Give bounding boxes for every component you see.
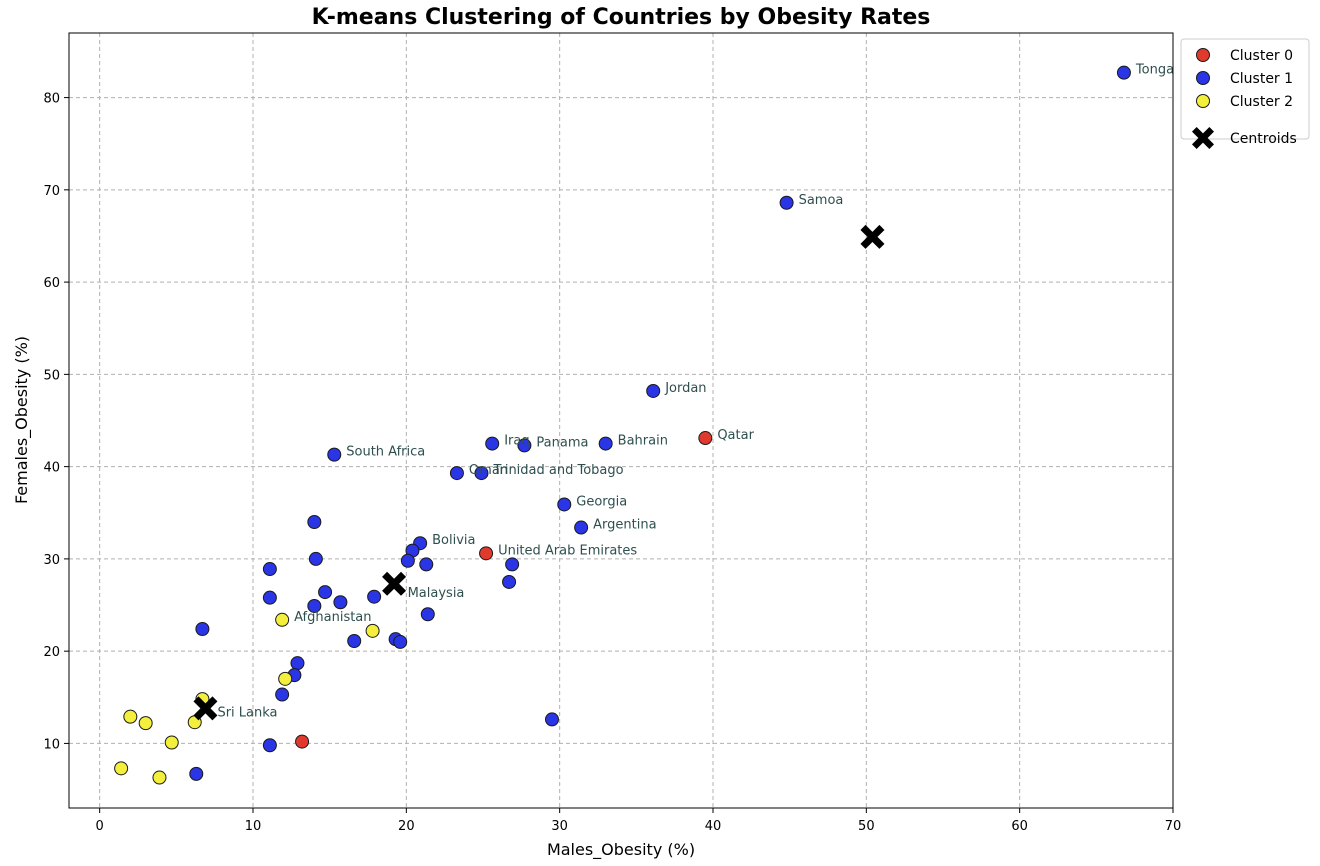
cluster-1-point: [393, 634, 408, 649]
cluster-1-point: [646, 383, 661, 398]
cluster-1-point: [545, 712, 559, 727]
x-tick-label: 30: [551, 819, 568, 834]
legend-label: Cluster 0: [1230, 48, 1293, 64]
x-tick-label: 40: [705, 819, 722, 834]
x-tick-label: 10: [245, 819, 262, 834]
cluster-2-point: [365, 623, 380, 638]
cluster-2-point: [164, 735, 179, 750]
x-tick-label: 20: [398, 819, 415, 834]
cluster-1-point: [1116, 65, 1131, 80]
legend-label: Centroids: [1230, 131, 1297, 147]
x-tick-label: 60: [1011, 819, 1028, 834]
y-tick-label: 40: [43, 461, 60, 476]
cluster-1-point: [347, 634, 362, 649]
cluster-1-point: [367, 589, 382, 604]
cluster-1-point: [262, 562, 277, 577]
cluster-1-point: [333, 595, 348, 610]
country-label: Malaysia: [408, 586, 465, 601]
centroid-marker: [382, 571, 407, 596]
country-label: Oman: [469, 463, 508, 478]
legend-items: Cluster 0 Cluster 1 Cluster 2 Centroids: [1192, 48, 1297, 149]
grid: [69, 33, 1174, 808]
cluster-2-point: [114, 761, 129, 776]
country-label: United Arab Emirates: [498, 543, 637, 558]
country-label: Bahrain: [618, 434, 668, 449]
axis-ticks: 0 10 20 30 40 50 60 70 10 20 30 40 50 60 70 80: [43, 92, 1181, 834]
legend-marker: [1196, 94, 1210, 108]
x-tick-label: 70: [1165, 819, 1182, 834]
country-label: Panama: [536, 435, 588, 450]
cluster-1-point: [195, 622, 210, 637]
legend-marker: [1196, 48, 1210, 62]
y-tick-label: 80: [43, 92, 60, 107]
cluster-1-point: [505, 557, 520, 572]
legend-centroid-marker: [1192, 127, 1214, 149]
cluster-1-point: [502, 574, 517, 589]
cluster-0-point: [698, 431, 713, 446]
legend-marker: [1196, 71, 1210, 85]
cluster-1-point: [318, 585, 333, 600]
y-tick-label: 50: [43, 368, 60, 383]
cluster-2-point: [278, 671, 293, 686]
country-label: Jordan: [664, 381, 706, 396]
country-label: Samoa: [799, 193, 844, 208]
cluster-1-point: [485, 436, 500, 451]
cluster-2-point: [123, 709, 138, 724]
y-tick-label: 10: [43, 737, 60, 752]
country-label: Argentina: [593, 518, 656, 533]
y-tick-label: 60: [43, 276, 60, 291]
cluster-1-point: [275, 687, 290, 702]
y-axis-label: Females_Obesity (%): [12, 336, 32, 504]
country-label: Iraq: [504, 434, 529, 449]
cluster-1-point: [598, 436, 613, 451]
legend-box: [1180, 38, 1310, 140]
cluster-1-point: [307, 514, 322, 529]
cluster-1-point: [779, 195, 794, 210]
country-label: Tonga: [1135, 63, 1174, 78]
x-tick-label: 50: [858, 819, 875, 834]
cluster-1-point: [474, 466, 489, 481]
cluster-1-point: [262, 738, 277, 753]
country-label: Trinidad and Tobago: [492, 463, 623, 478]
country-label: Qatar: [717, 428, 754, 443]
country-label: Georgia: [576, 494, 627, 509]
cluster-1-point: [449, 466, 464, 481]
data-points: [114, 65, 1131, 785]
chart-title: K-means Clustering of Countries by Obesi…: [312, 5, 931, 30]
cluster-2-point: [138, 716, 153, 731]
centroid-marker: [193, 696, 218, 721]
plot-frame: [68, 32, 1174, 809]
cluster-1-point: [189, 766, 204, 781]
cluster-0-point: [295, 734, 310, 749]
country-label: Afghanistan: [294, 610, 371, 625]
y-tick-label: 20: [43, 645, 60, 660]
legend: Cluster 0 Cluster 1 Cluster 2 Centroids: [1180, 38, 1310, 149]
cluster-1-point: [307, 598, 322, 613]
cluster-1-point: [262, 590, 277, 605]
x-axis-label: Males_Obesity (%): [547, 840, 695, 860]
y-tick-label: 30: [43, 553, 60, 568]
centroid-marker: [860, 224, 885, 249]
cluster-1-point: [400, 553, 415, 568]
cluster-1-point: [557, 497, 572, 512]
legend-label: Cluster 1: [1230, 71, 1293, 87]
country-label: Bolivia: [432, 533, 475, 548]
cluster-1-point: [574, 520, 589, 535]
cluster-0-point: [479, 546, 494, 561]
country-label: Sri Lanka: [217, 706, 277, 721]
cluster-1-point: [290, 656, 305, 671]
cluster-2-point: [275, 612, 290, 627]
x-tick-label: 0: [96, 819, 104, 834]
y-tick-label: 70: [43, 184, 60, 199]
cluster-1-point: [419, 557, 434, 572]
cluster-1-point: [327, 447, 342, 462]
cluster-1-point: [517, 438, 532, 453]
annotations: Tonga Samoa Jordan Qatar Bahrain Panama Iraq So…: [217, 63, 1174, 721]
legend-label: Cluster 2: [1230, 94, 1293, 110]
cluster-1-point: [308, 551, 323, 566]
cluster-1-point: [420, 607, 435, 622]
country-label: South Africa: [346, 445, 425, 460]
cluster-2-point: [152, 770, 167, 785]
